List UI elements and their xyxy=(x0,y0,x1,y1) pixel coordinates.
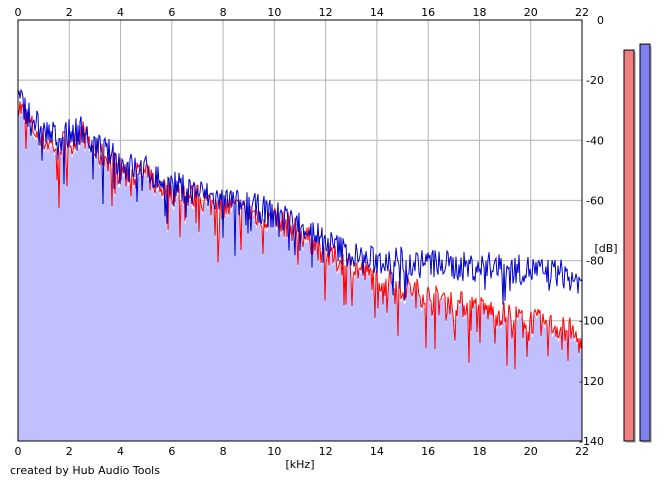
y-tick-label: -140 xyxy=(579,435,604,448)
y-axis-right-ticks: 0 -20 -40 -60 -80 -100 -120 -140 xyxy=(579,14,604,448)
y-tick-label: -40 xyxy=(586,134,604,147)
x-axis-top-ticks: 0 2 4 6 8 10 12 14 16 18 20 22 xyxy=(15,6,590,19)
x-tick-label-bottom: 20 xyxy=(524,445,538,458)
spectrum-lines xyxy=(17,88,583,370)
x-tick-label-top: 16 xyxy=(421,6,435,19)
x-tick-label-top: 2 xyxy=(66,6,73,19)
x-tick-label-top: 6 xyxy=(168,6,175,19)
x-tick-label-bottom: 12 xyxy=(319,445,333,458)
x-tick-label-bottom: 22 xyxy=(575,445,589,458)
x-tick-label-top: 0 xyxy=(15,6,22,19)
series-line-right-channel xyxy=(17,88,583,305)
x-tick-label-top: 8 xyxy=(220,6,227,19)
x-tick-label-bottom: 16 xyxy=(421,445,435,458)
x-tick-label-bottom: 14 xyxy=(370,445,384,458)
x-tick-label-bottom: 0 xyxy=(15,445,22,458)
x-tick-label-top: 20 xyxy=(524,6,538,19)
level-meter-left xyxy=(623,49,635,442)
x-tick-label-bottom: 8 xyxy=(220,445,227,458)
y-tick-label: 0 xyxy=(597,14,604,27)
x-axis-label: [kHz] xyxy=(286,458,315,471)
x-tick-label-top: 18 xyxy=(472,6,486,19)
x-tick-label-top: 22 xyxy=(575,6,589,19)
y-tick-label: -60 xyxy=(586,194,604,207)
x-tick-label-bottom: 4 xyxy=(117,445,124,458)
spectrum-area xyxy=(18,105,582,442)
x-axis-bottom-ticks: 0 2 4 6 8 10 12 14 16 18 20 22 xyxy=(15,445,590,458)
x-tick-label-bottom: 2 xyxy=(66,445,73,458)
x-tick-label-bottom: 6 xyxy=(168,445,175,458)
x-tick-label-top: 12 xyxy=(319,6,333,19)
y-tick-label: -120 xyxy=(579,375,604,388)
y-tick-label: -100 xyxy=(579,315,604,328)
x-tick-label-bottom: 10 xyxy=(267,445,281,458)
x-tick-label-top: 4 xyxy=(117,6,124,19)
y-tick-label: -80 xyxy=(586,255,604,268)
plot-border xyxy=(17,19,583,442)
spectrum-fill-area xyxy=(18,105,582,442)
level-meters xyxy=(623,43,652,444)
x-tick-label-bottom: 18 xyxy=(472,445,486,458)
y-axis-label: [dB] xyxy=(594,242,617,255)
x-tick-label-top: 14 xyxy=(370,6,384,19)
x-tick-label-top: 10 xyxy=(267,6,281,19)
y-tick-label: -20 xyxy=(586,74,604,87)
credit-text: created by Hub Audio Tools xyxy=(10,464,160,477)
level-meter-right xyxy=(639,43,651,442)
